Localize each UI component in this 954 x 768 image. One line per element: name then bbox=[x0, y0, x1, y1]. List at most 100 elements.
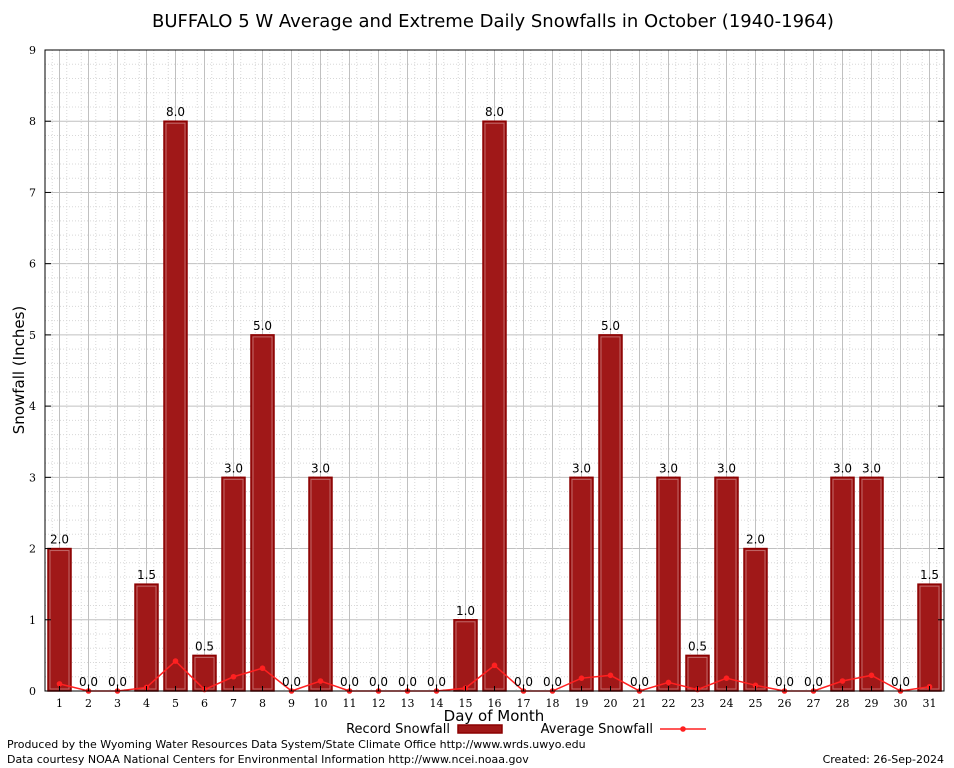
average-point bbox=[665, 679, 672, 686]
data-label: 8.0 bbox=[485, 105, 504, 119]
data-label: 1.0 bbox=[456, 604, 475, 618]
data-label: 3.0 bbox=[311, 461, 330, 475]
data-label: 0.0 bbox=[398, 675, 417, 689]
data-label: 0.0 bbox=[282, 675, 301, 689]
x-tick-label: 1 bbox=[56, 697, 63, 710]
average-point bbox=[868, 672, 875, 679]
x-tick-label: 12 bbox=[372, 697, 386, 710]
x-axis-label: Day of Month bbox=[444, 707, 545, 725]
data-label: 0.0 bbox=[340, 675, 359, 689]
data-label: 2.0 bbox=[50, 533, 69, 547]
record-bar bbox=[482, 120, 507, 692]
average-point bbox=[56, 681, 63, 687]
chart-title: BUFFALO 5 W Average and Extreme Daily Sn… bbox=[152, 11, 834, 32]
data-label: 1.5 bbox=[137, 568, 156, 582]
x-tick-label: 25 bbox=[749, 697, 763, 710]
y-tick-label: 5 bbox=[29, 329, 36, 342]
y-tick-label: 3 bbox=[29, 471, 36, 484]
data-label: 8.0 bbox=[166, 105, 185, 119]
record-bar bbox=[830, 476, 855, 692]
average-point bbox=[491, 662, 498, 669]
y-tick-label: 2 bbox=[29, 543, 36, 556]
x-tick-label: 20 bbox=[604, 697, 618, 710]
footer-producer: Produced by the Wyoming Water Resources … bbox=[7, 738, 586, 751]
average-point bbox=[259, 665, 266, 672]
legend-record-label: Record Snowfall bbox=[346, 722, 450, 737]
data-label: 0.0 bbox=[108, 675, 127, 689]
x-tick-label: 26 bbox=[778, 697, 792, 710]
legend-record-swatch bbox=[457, 724, 503, 734]
data-label: 1.5 bbox=[920, 568, 939, 582]
average-point bbox=[230, 673, 237, 680]
x-tick-label: 4 bbox=[143, 697, 150, 710]
data-label: 3.0 bbox=[572, 461, 591, 475]
data-label: 0.0 bbox=[891, 675, 910, 689]
record-bar bbox=[47, 547, 72, 692]
data-label: 3.0 bbox=[833, 461, 852, 475]
x-tick-label: 21 bbox=[633, 697, 647, 710]
record-bar bbox=[163, 120, 188, 692]
record-bar bbox=[656, 476, 681, 692]
legend: Record Snowfall Average Snowfall bbox=[346, 722, 706, 737]
x-tick-label: 15 bbox=[459, 697, 473, 710]
x-tick-label: 22 bbox=[662, 697, 676, 710]
data-label: 3.0 bbox=[224, 461, 243, 475]
record-bar bbox=[453, 619, 478, 692]
y-tick-label: 8 bbox=[29, 115, 36, 128]
footer-courtesy: Data courtesy NOAA National Centers for … bbox=[7, 753, 529, 766]
y-axis-ticks: 0 1 2 3 4 5 6 7 8 9 bbox=[29, 44, 944, 698]
record-bar bbox=[714, 476, 739, 692]
x-tick-label: 8 bbox=[259, 697, 266, 710]
data-label: 5.0 bbox=[253, 319, 272, 333]
x-axis-ticks: 1 2 3 4 5 6 7 8 9 10 11 12 13 14 15 16 17 18 19 20 21 22 23 24 2… bbox=[56, 686, 937, 710]
x-tick-label: 13 bbox=[401, 697, 415, 710]
x-tick-label: 7 bbox=[230, 697, 237, 710]
record-bar bbox=[598, 334, 623, 692]
y-tick-label: 4 bbox=[29, 400, 36, 413]
y-tick-label: 0 bbox=[29, 685, 36, 698]
y-tick-label: 6 bbox=[29, 258, 36, 271]
x-tick-label: 5 bbox=[172, 697, 179, 710]
data-label: 0.0 bbox=[369, 675, 388, 689]
data-label: 2.0 bbox=[746, 533, 765, 547]
footer-created: Created: 26-Sep-2024 bbox=[823, 753, 944, 766]
average-point bbox=[578, 675, 585, 681]
x-tick-label: 27 bbox=[807, 697, 821, 710]
data-label: 0.0 bbox=[775, 675, 794, 689]
average-point bbox=[607, 672, 614, 679]
x-tick-label: 17 bbox=[517, 697, 531, 710]
average-point bbox=[317, 678, 324, 684]
data-label: 0.0 bbox=[630, 675, 649, 689]
data-label: 0.0 bbox=[804, 675, 823, 689]
x-tick-label: 31 bbox=[923, 697, 937, 710]
y-axis-label: Snowfall (Inches) bbox=[10, 306, 28, 434]
data-label: 0.5 bbox=[688, 639, 707, 653]
record-bar bbox=[743, 547, 768, 692]
data-label: 3.0 bbox=[659, 461, 678, 475]
record-bar bbox=[859, 476, 884, 692]
record-bar bbox=[250, 334, 275, 692]
x-tick-label: 9 bbox=[288, 697, 295, 710]
legend-average-label: Average Snowfall bbox=[541, 722, 653, 737]
x-tick-label: 30 bbox=[894, 697, 908, 710]
x-tick-label: 28 bbox=[836, 697, 850, 710]
average-point bbox=[172, 658, 179, 664]
data-label: 0.0 bbox=[543, 675, 562, 689]
record-bar bbox=[134, 583, 159, 692]
x-tick-label: 19 bbox=[575, 697, 589, 710]
x-tick-label: 16 bbox=[488, 697, 502, 710]
data-label: 5.0 bbox=[601, 319, 620, 333]
legend-average-marker bbox=[680, 726, 686, 732]
average-point bbox=[839, 678, 846, 684]
record-bar bbox=[569, 476, 594, 692]
y-tick-label: 1 bbox=[29, 614, 36, 627]
data-label: 3.0 bbox=[717, 461, 736, 475]
data-label: 0.0 bbox=[427, 675, 446, 689]
x-tick-label: 29 bbox=[865, 697, 879, 710]
x-tick-label: 18 bbox=[546, 697, 560, 710]
y-tick-label: 7 bbox=[29, 186, 36, 199]
record-bar bbox=[221, 476, 246, 692]
x-tick-label: 10 bbox=[314, 697, 328, 710]
data-label: 3.0 bbox=[862, 461, 881, 475]
